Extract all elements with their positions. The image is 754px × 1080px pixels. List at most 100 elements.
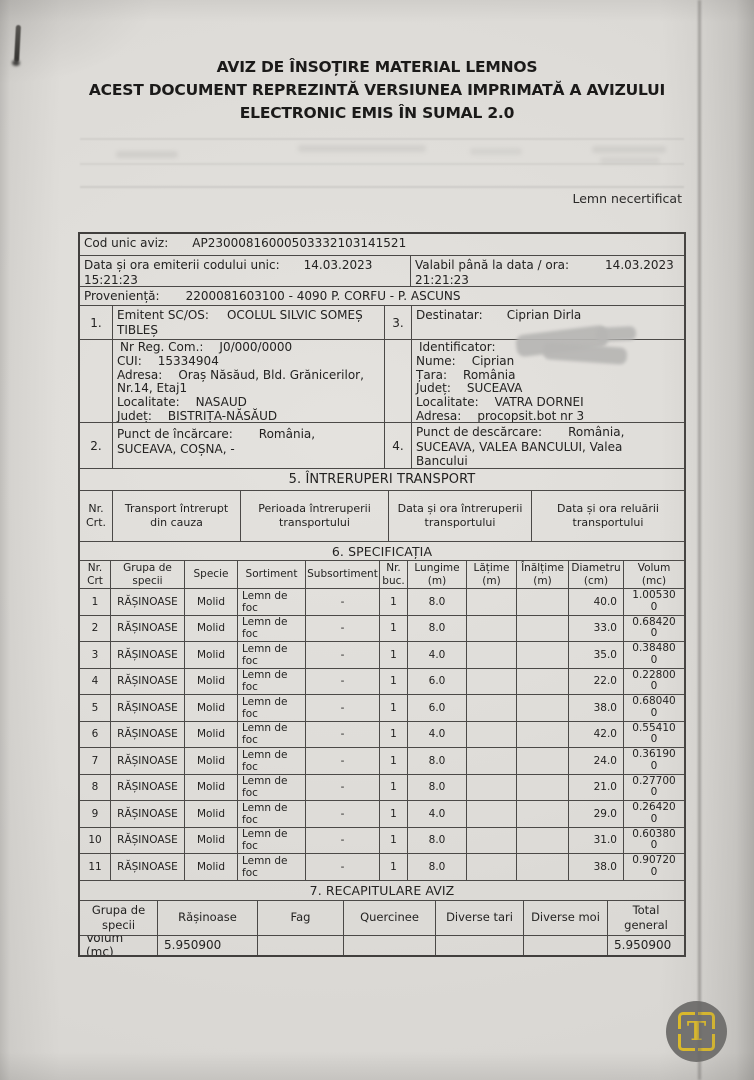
spec-cell-specie: Molid (184, 615, 237, 641)
spec-header-sortiment: Sortiment (237, 561, 305, 588)
spec-cell-volum: 0.264200 (623, 801, 684, 827)
section7-title: 7. RECAPITULARE AVIZ (80, 879, 684, 900)
spec-cell-diametru: 22.0 (568, 668, 623, 694)
bleed-through-line (80, 138, 684, 140)
section6-header-row: Nr. Crt Grupa de specii Specie Sortiment… (80, 560, 684, 588)
recap-header-grupa: Grupa de specii (91, 903, 146, 932)
spec-table-row: 11 RĂȘINOASE Molid Lemn de foc - 1 8.0 3… (80, 853, 684, 880)
empty-number-cell (80, 340, 112, 422)
spec-cell-lungime: 4.0 (407, 721, 466, 747)
emitent-value: OCOLUL SILVIC SOMEȘ TIBLEȘ (117, 308, 363, 337)
spec-cell-latime (466, 668, 516, 694)
spec-cell-specie: Molid (184, 668, 237, 694)
recap-value-row: Volum (mc) 5.950900 5.950900 (80, 934, 684, 955)
spec-table-row: 4 RĂȘINOASE Molid Lemn de foc - 1 6.0 22… (80, 667, 684, 694)
section6-body: 1 RĂȘINOASE Molid Lemn de foc - 1 8.0 40… (80, 588, 684, 880)
recap-value-diverse-tari (435, 935, 523, 955)
incarcare-cell: Punct de încărcare: România, SUCEAVA, COȘ… (112, 423, 384, 468)
spec-table-row: 7 RĂȘINOASE Molid Lemn de foc - 1 8.0 24… (80, 747, 684, 774)
document-title: AVIZ DE ÎNSOȚIRE MATERIAL LEMNOS ACEST D… (60, 56, 694, 125)
spec-cell-latime (466, 774, 516, 800)
spec-cell-latime (466, 642, 516, 668)
spec-cell-nr: 5 (91, 701, 99, 714)
spec-cell-volum: 1.005300 (623, 589, 684, 615)
descarcare-label: Punct de descărcare: (416, 425, 543, 439)
spec-cell-nr: 10 (88, 834, 102, 847)
detail-line: Nume: Ciprian (416, 353, 515, 368)
spec-header-diametru: Diametru (cm) (568, 561, 623, 588)
spec-cell-diametru: 21.0 (568, 774, 623, 800)
spec-cell-diametru: 31.0 (568, 827, 623, 853)
spec-cell-sortiment: Lemn de foc (237, 668, 305, 694)
spec-cell-buc: 1 (379, 668, 407, 694)
spec-cell-lungime: 8.0 (407, 615, 466, 641)
spec-header-volum: Volum (mc) (623, 561, 684, 588)
spec-cell-specie: Molid (184, 721, 237, 747)
spec-cell-volum: 0.603800 (623, 827, 684, 853)
header-data-reluarii: Data și ora reluării transportului (531, 491, 684, 541)
detail-line: Adresa: Oraș Năsăud, Bld. Grănicerilor, N… (117, 367, 364, 396)
cod-unic-cell: Cod unic aviz: AP230008160005033321031415… (80, 234, 684, 255)
spec-cell-specie: Molid (184, 642, 237, 668)
spec-header-latime: Lățime (m) (466, 561, 516, 588)
spec-cell-subsortiment: - (305, 774, 379, 800)
detail-line: Județ: SUCEAVA (416, 381, 523, 396)
spec-cell-latime (466, 695, 516, 721)
spec-cell-lungime: 8.0 (407, 589, 466, 615)
pen-mark-artifact (14, 24, 21, 63)
aviz-main-table: Cod unic aviz: AP230008160005033321031415… (78, 232, 686, 957)
emitent-label: Emitent SC/OS: (117, 308, 209, 322)
spec-cell-lungime: 8.0 (407, 854, 466, 880)
valabil-label: Valabil până la data / ora: (415, 258, 570, 272)
spec-cell-diametru: 42.0 (568, 721, 623, 747)
incarcare-number: 2. (90, 438, 102, 453)
spec-cell-nr: 1 (91, 595, 99, 608)
destinatar-details: Identificator: Nume: Ciprian Țara: România… (411, 340, 684, 422)
spec-table-row: 8 RĂȘINOASE Molid Lemn de foc - 1 8.0 21… (80, 773, 684, 800)
spec-cell-specie: Molid (184, 589, 237, 615)
recap-header-row: Grupa de specii Rășinoase Fag Quercinee … (80, 899, 684, 935)
spec-cell-subsortiment: - (305, 801, 379, 827)
valabil-cell: Valabil până la data / ora: 14.03.2023 21… (410, 256, 684, 286)
spec-cell-inaltime (516, 721, 568, 747)
destinatar-label: Destinatar: (416, 308, 483, 322)
spec-cell-nr: 2 (91, 622, 99, 635)
spec-cell-volum: 0.228000 (623, 668, 684, 694)
row-cod-unic: Cod unic aviz: AP230008160005033321031415… (80, 234, 684, 255)
spec-cell-sortiment: Lemn de foc (237, 774, 305, 800)
spec-header-inaltime: Înălțime (m) (516, 561, 568, 588)
row-puncte: 2. Punct de încărcare: România, SUCEAVA, … (80, 422, 684, 468)
descarcare-cell: Punct de descărcare: România, SUCEAVA, VA… (411, 423, 684, 468)
detail-line: Localitate: VATRA DORNEI (416, 395, 584, 410)
spec-cell-buc: 1 (379, 615, 407, 641)
spec-cell-nr: 11 (88, 860, 102, 873)
spec-header-nr: Nr. Crt (87, 562, 103, 587)
spec-cell-buc: 1 (379, 695, 407, 721)
recap-header-fag: Fag (257, 900, 343, 935)
spec-cell-volum: 0.384800 (623, 642, 684, 668)
incarcare-label: Punct de încărcare: (117, 427, 233, 441)
spec-cell-volum: 0.680400 (623, 695, 684, 721)
spec-cell-grupa: RĂȘINOASE (110, 774, 184, 800)
spec-cell-inaltime (516, 854, 568, 880)
title-line-2: ACEST DOCUMENT REPREZINTĂ VERSIUNEA IMPR… (88, 81, 666, 99)
spec-header-subsortiment: Subsortiment (305, 561, 379, 588)
row-party-details: Nr Reg. Com.: J0/000/0000 CUI: 15334904 Ad… (80, 339, 684, 422)
spec-cell-buc: 1 (379, 642, 407, 668)
spec-cell-diametru: 35.0 (568, 642, 623, 668)
spec-cell-buc: 1 (379, 801, 407, 827)
spec-cell-sortiment: Lemn de foc (237, 589, 305, 615)
spec-cell-buc: 1 (379, 854, 407, 880)
spec-table-row: 9 RĂȘINOASE Molid Lemn de foc - 1 4.0 29… (80, 800, 684, 827)
spec-cell-volum: 0.277000 (623, 774, 684, 800)
recap-value-diverse-moi (523, 935, 607, 955)
viewfinder-bracket-icon (698, 1012, 715, 1029)
spec-cell-grupa: RĂȘINOASE (110, 642, 184, 668)
spec-table-row: 1 RĂȘINOASE Molid Lemn de foc - 1 8.0 40… (80, 588, 684, 615)
spec-cell-inaltime (516, 748, 568, 774)
spec-header-lungime: Lungime (m) (407, 561, 466, 588)
emitent-cell: Emitent SC/OS: OCOLUL SILVIC SOMEȘ TIBLEȘ (112, 306, 384, 339)
recap-value-total: 5.950900 (607, 935, 684, 955)
title-line-3: ELECTRONIC EMIS ÎN SUMAL 2.0 (239, 104, 515, 122)
section5-title: 5. ÎNTRERUPERI TRANSPORT (80, 468, 684, 490)
